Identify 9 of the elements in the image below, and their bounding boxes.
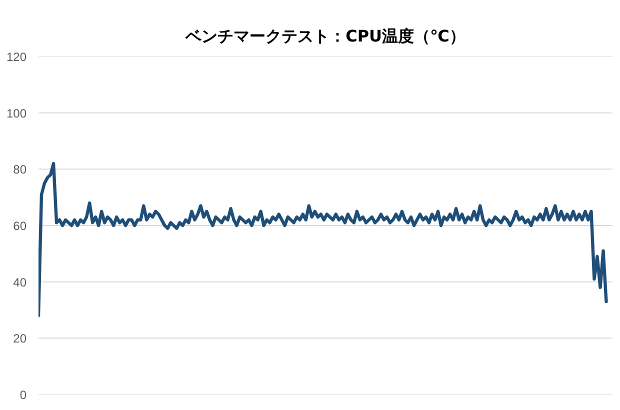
y-tick-label: 40	[13, 275, 27, 290]
y-tick-label: 60	[13, 219, 27, 233]
y-tick-label: 80	[13, 162, 27, 177]
y-tick-label: 120	[6, 50, 27, 64]
y-tick-label: 100	[6, 106, 27, 120]
line-series	[38, 162, 608, 318]
y-tick-label: 20	[13, 332, 27, 346]
chart-title: ベンチマークテスト：CPU温度（℃）	[184, 26, 466, 46]
y-tick-label: 0	[20, 388, 27, 402]
